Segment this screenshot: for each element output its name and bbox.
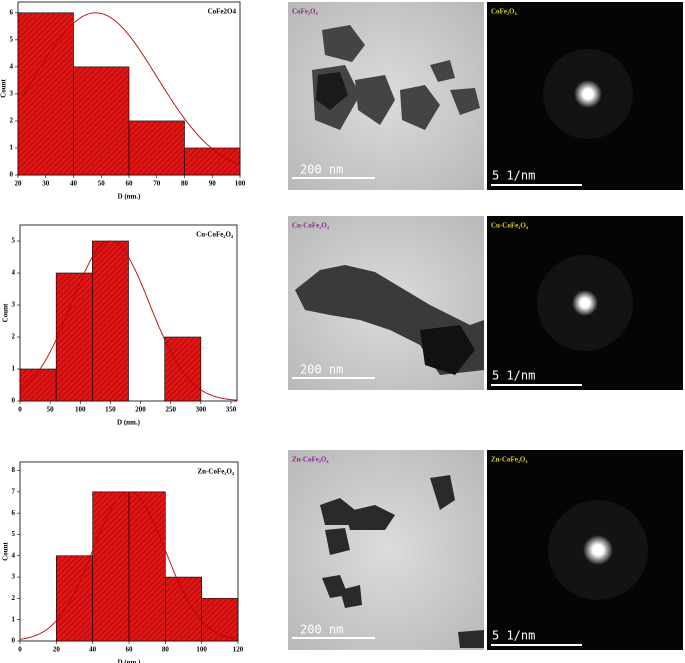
x-tick-label: 100 [196,646,207,654]
x-tick-label: 20 [15,180,23,188]
scale-label: 5 1/nm [492,369,535,383]
bar [128,120,185,176]
y-tick-label: 2 [12,333,16,341]
bar [184,147,241,176]
y-tick-label: 3 [12,573,16,581]
bar [56,555,93,642]
x-tick-label: 100 [75,406,86,414]
x-tick-label: 60 [126,646,134,654]
saed-label: Cu-CoFe₂O₄ [491,222,529,230]
y-tick-label: 0 [12,397,16,405]
chart-label: CoFe2O4 [208,8,237,16]
x-tick-label: 250 [165,406,176,414]
y-tick-label: 4 [10,62,14,70]
tem-label: CoFe₂O₄ [292,8,318,16]
x-tick-label: 150 [105,406,116,414]
bar [19,368,57,402]
scale-label: 5 1/nm [492,169,535,183]
x-tick-label: 300 [196,406,207,414]
bar [92,240,129,402]
x-tick-label: 60 [126,180,134,188]
bar [17,12,74,176]
y-tick-label: 4 [12,551,16,559]
y-tick-label: 5 [12,237,16,245]
y-tick-label: 8 [12,466,16,474]
scale-label: 200 nm [300,623,343,637]
x-tick-label: 200 [135,406,146,414]
saed-image [487,216,683,390]
y-axis-label: Count [2,542,10,561]
x-axis-label: D (nm.) [117,419,141,427]
scale-label: 200 nm [300,163,343,177]
x-tick-label: 0 [18,646,22,654]
y-tick-label: 5 [10,35,14,43]
y-tick-label: 6 [10,8,14,16]
x-tick-label: 350 [226,406,237,414]
y-axis-label: Count [2,303,10,322]
bar [201,598,239,642]
chart-label: Cu-CoFe₂O₄ [196,231,234,239]
bar [92,491,130,642]
bar [73,66,130,176]
y-tick-label: 1 [10,144,14,152]
saed-image [487,2,683,190]
bar [164,336,202,402]
y-tick-label: 4 [12,269,16,277]
y-tick-label: 1 [12,365,16,373]
x-tick-label: 80 [181,180,189,188]
x-tick-label: 70 [153,180,161,188]
y-tick-label: 0 [12,637,16,645]
y-tick-label: 2 [12,594,16,602]
scale-label: 5 1/nm [492,629,535,643]
fit-curve [19,240,238,401]
scale-label: 200 nm [300,363,343,377]
bar [128,491,166,642]
y-axis-label: Count [0,79,8,98]
tem-image [288,216,484,390]
fit-curve [17,12,241,166]
y-tick-label: 5 [12,530,16,538]
tem-label: Cu-CoFe₂O₄ [292,222,330,230]
x-tick-label: 40 [70,180,78,188]
y-tick-label: 1 [12,615,16,623]
x-tick-label: 0 [18,406,22,414]
x-axis-label: D (nm.) [118,193,142,201]
saed-label: Zn-CoFe₂O₄ [491,456,528,464]
y-tick-label: 0 [10,171,14,179]
y-tick-label: 3 [10,90,14,98]
tem-image [288,450,484,650]
bar [55,272,93,402]
saed-image [487,450,683,650]
saed-label: CoFe₂O₄ [491,8,517,16]
x-tick-label: 120 [233,646,244,654]
x-tick-label: 90 [209,180,217,188]
tem-image [288,2,484,190]
y-tick-label: 3 [12,301,16,309]
x-tick-label: 20 [53,646,61,654]
x-tick-label: 50 [47,406,55,414]
y-tick-label: 7 [12,487,16,495]
fit-curve [19,491,239,640]
tem-label: Zn-CoFe₂O₄ [292,456,329,464]
x-tick-label: 50 [98,180,106,188]
x-tick-label: 100 [235,180,246,188]
x-axis-label: D (nm.) [118,659,142,663]
x-tick-label: 80 [162,646,170,654]
y-tick-label: 2 [10,117,14,125]
bar [165,576,202,642]
y-tick-label: 6 [12,509,16,517]
chart-label: Zn-CoFe₂O₄ [198,468,235,476]
x-tick-label: 40 [89,646,97,654]
image-panels [288,2,683,650]
x-tick-label: 30 [42,180,50,188]
